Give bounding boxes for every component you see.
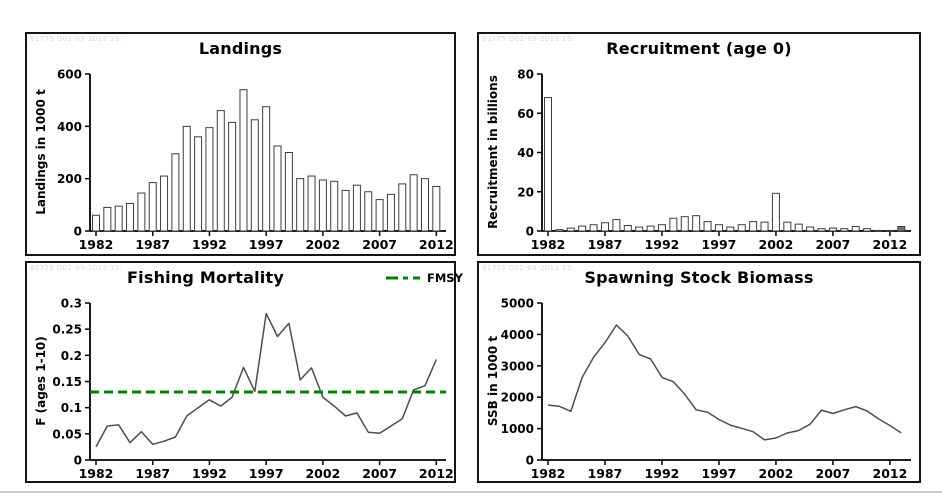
svg-text:0.2: 0.2	[61, 349, 82, 363]
svg-text:20: 20	[517, 185, 534, 199]
svg-text:3000: 3000	[501, 359, 534, 373]
svg-text:60: 60	[517, 107, 534, 121]
svg-text:2000: 2000	[501, 391, 534, 405]
watermark-stamp: 81775 D02-09-2013 15:	[30, 264, 123, 272]
window-bottom-edge	[0, 491, 942, 493]
svg-text:2002: 2002	[305, 466, 340, 481]
svg-text:1982: 1982	[531, 237, 566, 252]
svg-text:1982: 1982	[79, 466, 114, 481]
svg-text:2012: 2012	[873, 466, 908, 481]
svg-text:2007: 2007	[362, 237, 397, 252]
svg-text:1997: 1997	[702, 466, 737, 481]
svg-text:2002: 2002	[759, 466, 794, 481]
landings-bar-chart: 0 200 400 600 1982 1987 1992 1997 2002 2007 2012	[57, 68, 454, 253]
svg-text:1997: 1997	[249, 466, 284, 481]
svg-text:1987: 1987	[588, 237, 623, 252]
watermark-stamp: 81775 D02-09-2013 15:	[482, 264, 575, 272]
svg-text:0.05: 0.05	[52, 427, 82, 441]
svg-text:0: 0	[74, 454, 82, 468]
svg-text:600: 600	[57, 68, 82, 82]
svg-text:1000: 1000	[501, 422, 534, 436]
svg-text:4000: 4000	[501, 328, 534, 342]
svg-text:1992: 1992	[192, 237, 227, 252]
svg-text:1987: 1987	[135, 237, 170, 252]
svg-text:0: 0	[526, 225, 534, 239]
svg-text:1997: 1997	[702, 237, 737, 252]
fmsy-legend: FMSY	[385, 271, 463, 285]
svg-text:2002: 2002	[759, 237, 794, 252]
fmsy-legend-label: FMSY	[427, 271, 463, 285]
recruitment-bar-chart: 0 20 40 60 80 1982 1987 1992 1997 2002 2007 2012	[517, 68, 911, 252]
svg-text:80: 80	[517, 68, 534, 82]
panel-landings: 81775 D02-09-2013 15: Landings Landings …	[25, 32, 456, 256]
svg-text:0.25: 0.25	[52, 323, 82, 337]
svg-text:1992: 1992	[645, 237, 680, 252]
svg-text:0: 0	[74, 225, 82, 239]
fishing-mortality-title: Fishing Mortality	[127, 268, 284, 287]
svg-text:2007: 2007	[362, 466, 397, 481]
svg-text:1987: 1987	[135, 466, 170, 481]
svg-text:2007: 2007	[816, 237, 851, 252]
watermark-stamp: 81775 D02-09-2013 15:	[30, 35, 123, 43]
svg-text:1982: 1982	[79, 237, 114, 252]
svg-text:1987: 1987	[588, 466, 623, 481]
panel-fishing-mortality: 81775 D02-09-2013 15: Fishing Mortality …	[25, 261, 463, 483]
fmsy-dashed-line-icon	[386, 276, 420, 280]
svg-text:1992: 1992	[192, 466, 227, 481]
svg-text:1992: 1992	[645, 466, 680, 481]
svg-text:2007: 2007	[816, 466, 851, 481]
watermark-stamp: 81775 D02-09-2013 15:	[482, 35, 575, 43]
svg-text:2012: 2012	[873, 237, 908, 252]
svg-text:0: 0	[526, 454, 534, 468]
ssb-title: Spawning Stock Biomass	[584, 268, 814, 287]
svg-text:400: 400	[57, 120, 82, 134]
svg-text:40: 40	[517, 146, 534, 160]
svg-text:0.15: 0.15	[52, 375, 82, 389]
svg-text:0.1: 0.1	[61, 401, 82, 415]
svg-text:200: 200	[57, 172, 82, 186]
fishing-mortality-line-chart: 0 0.05 0.1 0.15 0.2 0.25 0.3 1982 1987 1992 1997 20…	[52, 297, 454, 482]
svg-text:1982: 1982	[531, 466, 566, 481]
svg-text:2012: 2012	[419, 237, 454, 252]
panel-recruitment: 81775 D02-09-2013 15: Recruitment (age 0…	[477, 32, 921, 256]
panel-spawning-stock-biomass: 81775 D02-09-2013 15: Spawning Stock Bio…	[477, 261, 921, 483]
recruitment-title: Recruitment (age 0)	[606, 39, 792, 58]
svg-text:1997: 1997	[249, 237, 284, 252]
svg-text:2002: 2002	[305, 237, 340, 252]
svg-text:5000: 5000	[501, 297, 534, 311]
ssb-line-chart: 0 1000 2000 3000 4000 5000 1982 1987 1992 1997 200…	[501, 297, 911, 481]
landings-title: Landings	[198, 39, 283, 58]
svg-text:0.3: 0.3	[61, 297, 82, 311]
svg-text:2012: 2012	[419, 466, 454, 481]
